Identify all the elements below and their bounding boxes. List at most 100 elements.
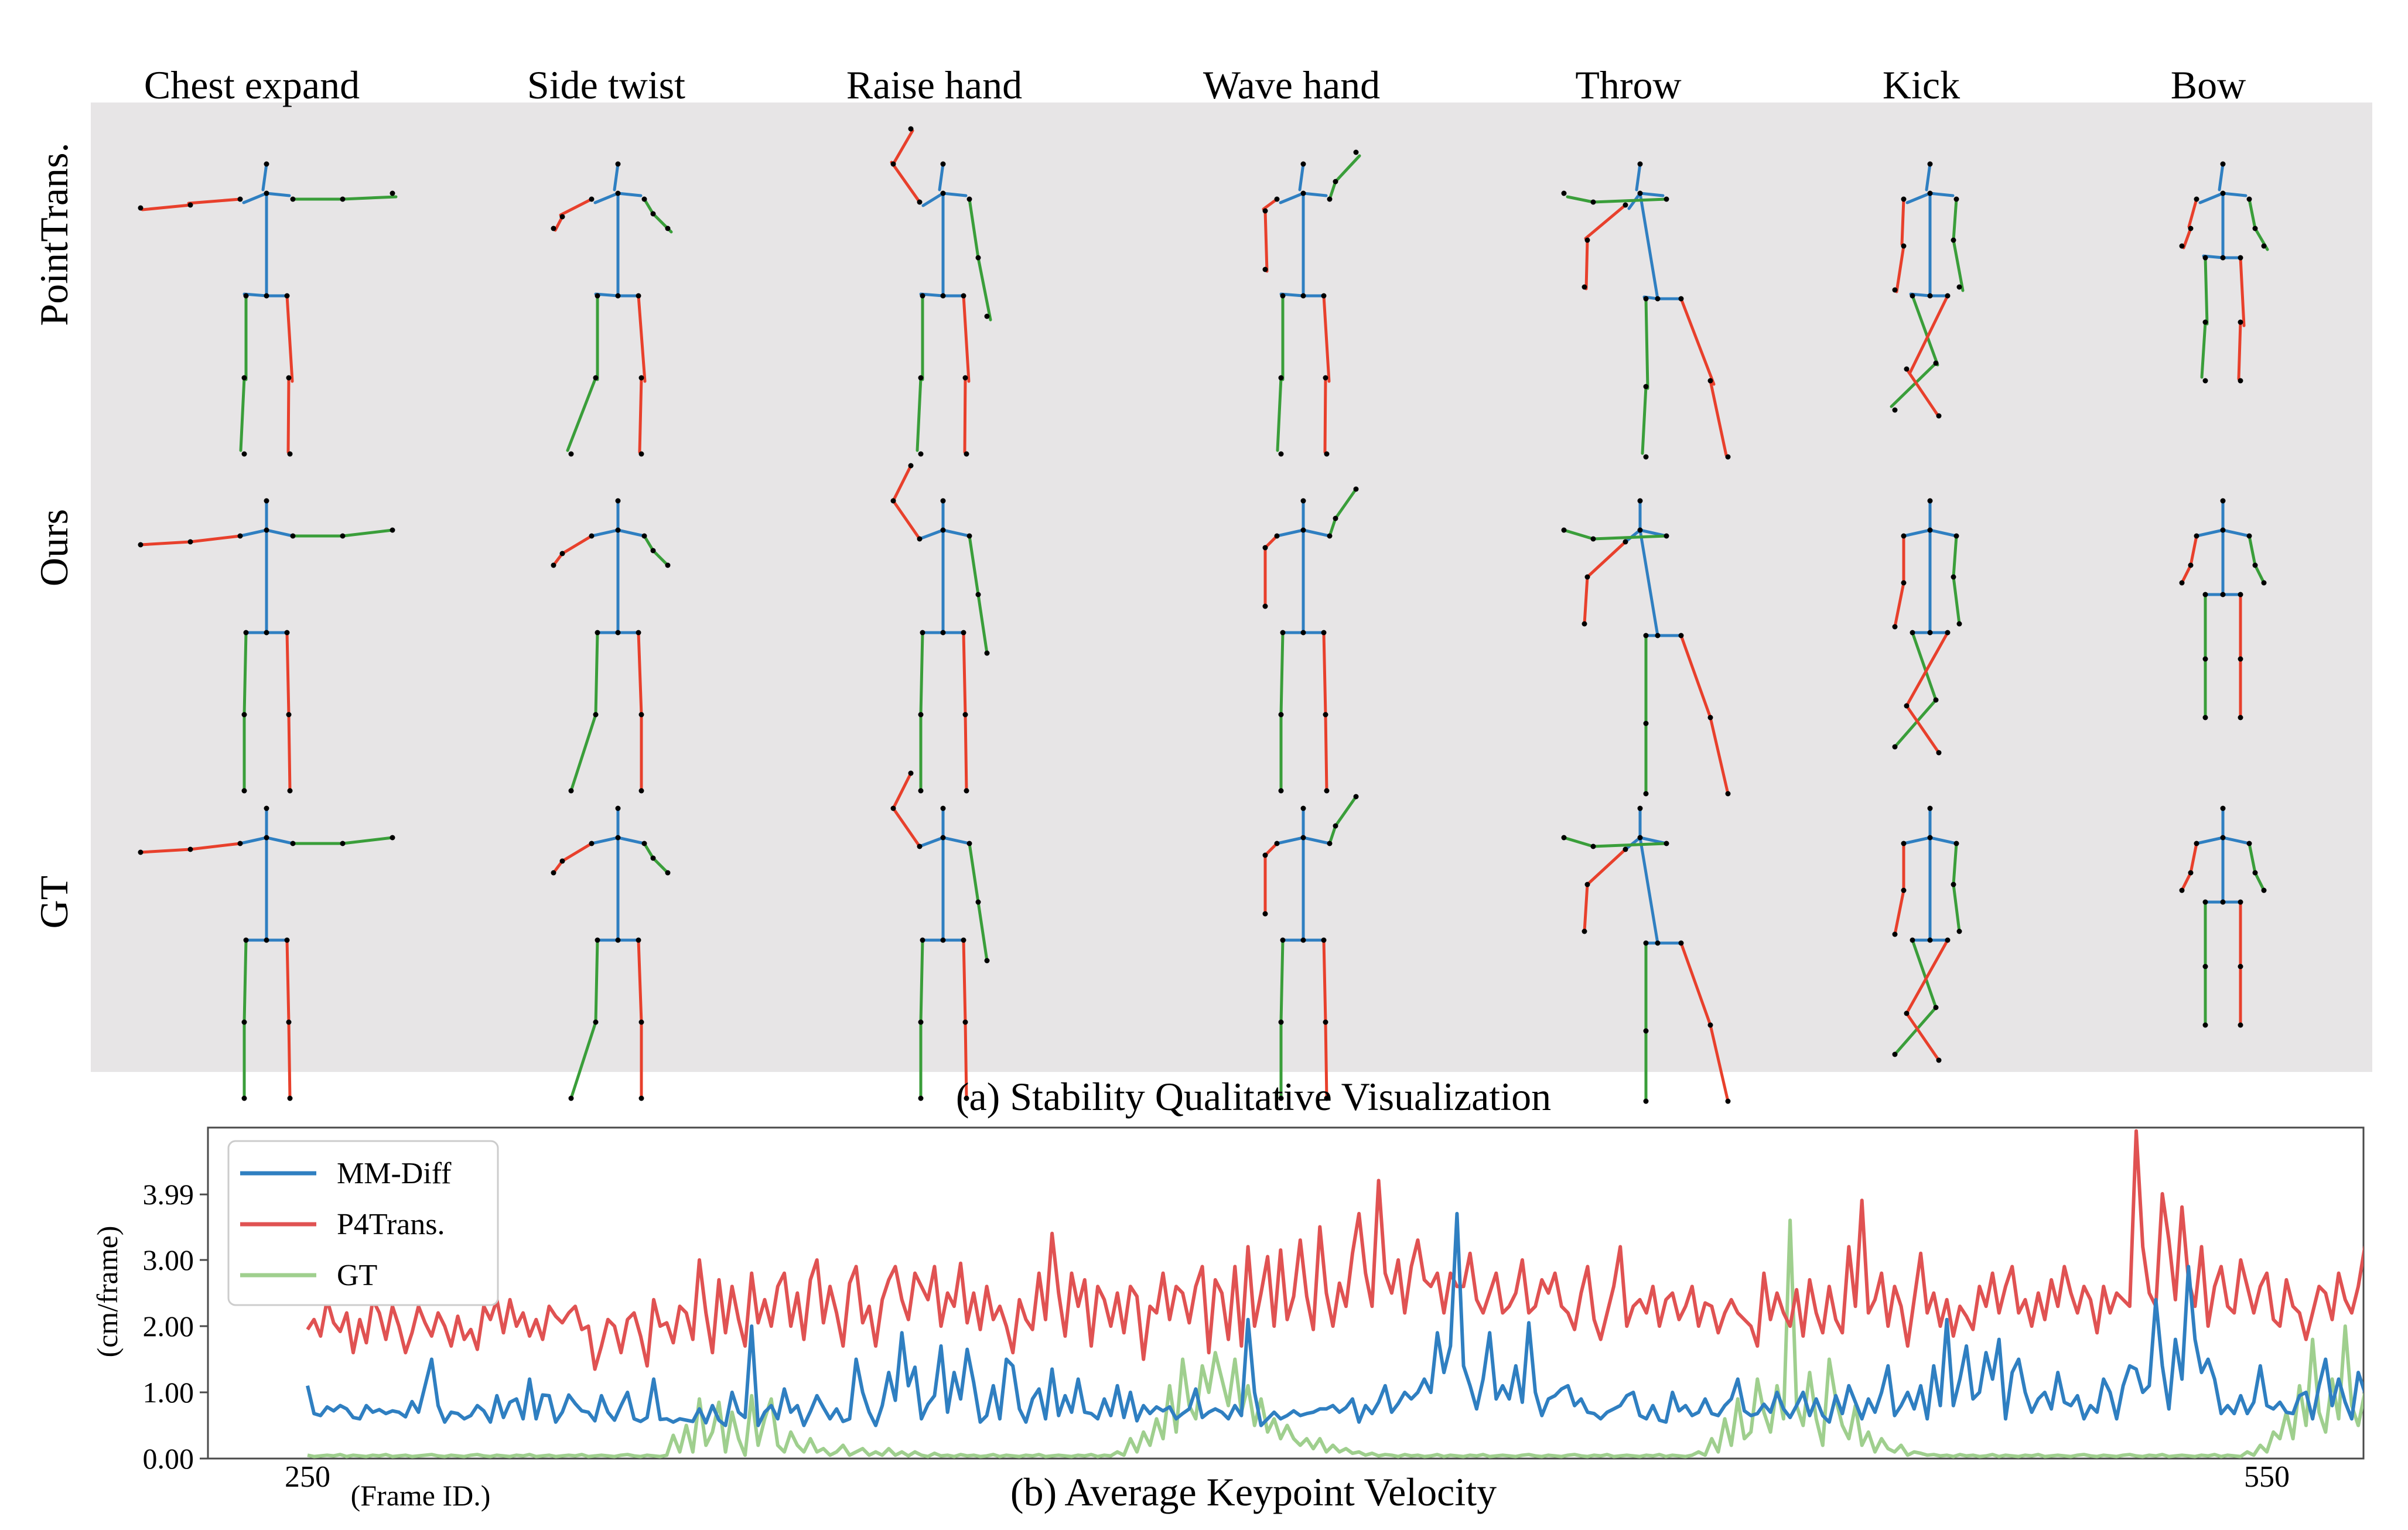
joint [638, 712, 644, 718]
joint [961, 293, 966, 299]
joint [241, 375, 247, 381]
joint [641, 841, 647, 846]
joint [615, 293, 621, 299]
bone [637, 294, 647, 383]
bone [594, 938, 599, 1024]
bone [1323, 376, 1327, 454]
joint [1953, 533, 1959, 539]
joint [264, 161, 269, 167]
joint [908, 463, 914, 469]
joint [638, 375, 644, 381]
joint [1892, 407, 1898, 413]
bone [1586, 540, 1627, 579]
joint [1910, 937, 1915, 943]
joint [615, 190, 621, 196]
bone [2189, 842, 2198, 875]
joint [237, 533, 243, 539]
joint [1274, 841, 1280, 846]
bone [590, 836, 620, 845]
joint [241, 788, 247, 794]
joint [264, 293, 269, 299]
joint [264, 630, 269, 636]
joint [890, 161, 896, 167]
bone [265, 528, 295, 538]
bone [1275, 836, 1305, 845]
joint [1274, 533, 1280, 539]
joint [1637, 498, 1643, 504]
skeleton-r2-c3 [890, 463, 990, 794]
bone [569, 713, 597, 793]
joint [559, 551, 565, 556]
joint [243, 630, 249, 636]
joint [918, 451, 924, 457]
joint [1321, 630, 1327, 636]
joint [264, 937, 269, 943]
bone [242, 938, 248, 1024]
joint [1655, 633, 1661, 638]
bone [1638, 836, 1659, 945]
joint [1664, 196, 1669, 202]
bone [590, 528, 620, 538]
bone [242, 631, 248, 716]
joint [2194, 841, 2199, 846]
joint [1725, 454, 1731, 460]
bone [341, 528, 394, 538]
joint [2220, 161, 2226, 167]
joint [2188, 562, 2194, 568]
bone [341, 836, 394, 845]
joint [1643, 940, 1649, 946]
joint [284, 293, 290, 299]
bone [1322, 631, 1327, 716]
bone [2253, 563, 2266, 585]
joint [286, 375, 292, 381]
bone [2221, 836, 2251, 845]
joint [1951, 237, 1956, 243]
bone [285, 294, 294, 383]
joint [1936, 750, 1942, 756]
bone [1679, 634, 1712, 719]
joint [284, 937, 290, 943]
bone [1952, 534, 1958, 579]
joint [1584, 882, 1590, 887]
joint [2202, 378, 2208, 384]
joint [1324, 788, 1330, 794]
joint [1892, 744, 1898, 750]
joint [2188, 226, 2194, 231]
bone [1263, 209, 1269, 273]
bone [287, 713, 292, 793]
joint [1927, 190, 1933, 196]
skeleton-r3-c5 [1561, 805, 1731, 1104]
joint [1590, 199, 1596, 205]
bone [1302, 192, 1328, 197]
bone [1679, 941, 1712, 1027]
joint [1327, 196, 1333, 202]
bone [2253, 871, 2266, 892]
joint [1678, 633, 1684, 638]
bone [1911, 631, 1938, 702]
bone [616, 528, 646, 538]
joint [961, 630, 966, 636]
bone [2237, 320, 2242, 381]
joint [1561, 527, 1567, 533]
joint [1933, 697, 1939, 703]
joint [1324, 451, 1330, 457]
joint [390, 190, 395, 196]
bone [265, 192, 291, 197]
action-label-chest-expand: Chest expand [144, 63, 360, 107]
bone [1583, 575, 1589, 626]
bone [1908, 294, 1949, 374]
bone [916, 376, 923, 452]
bone [2221, 528, 2251, 538]
bone [1902, 836, 1932, 845]
joint [551, 562, 556, 568]
bone [968, 197, 980, 259]
bone [341, 195, 398, 201]
joint [1300, 161, 1306, 167]
bone [2189, 534, 2198, 567]
joint [1637, 805, 1643, 811]
joint [1927, 293, 1933, 299]
joint [1353, 486, 1359, 492]
bone [1635, 162, 1642, 192]
joint [2238, 592, 2243, 597]
bone [962, 631, 967, 716]
